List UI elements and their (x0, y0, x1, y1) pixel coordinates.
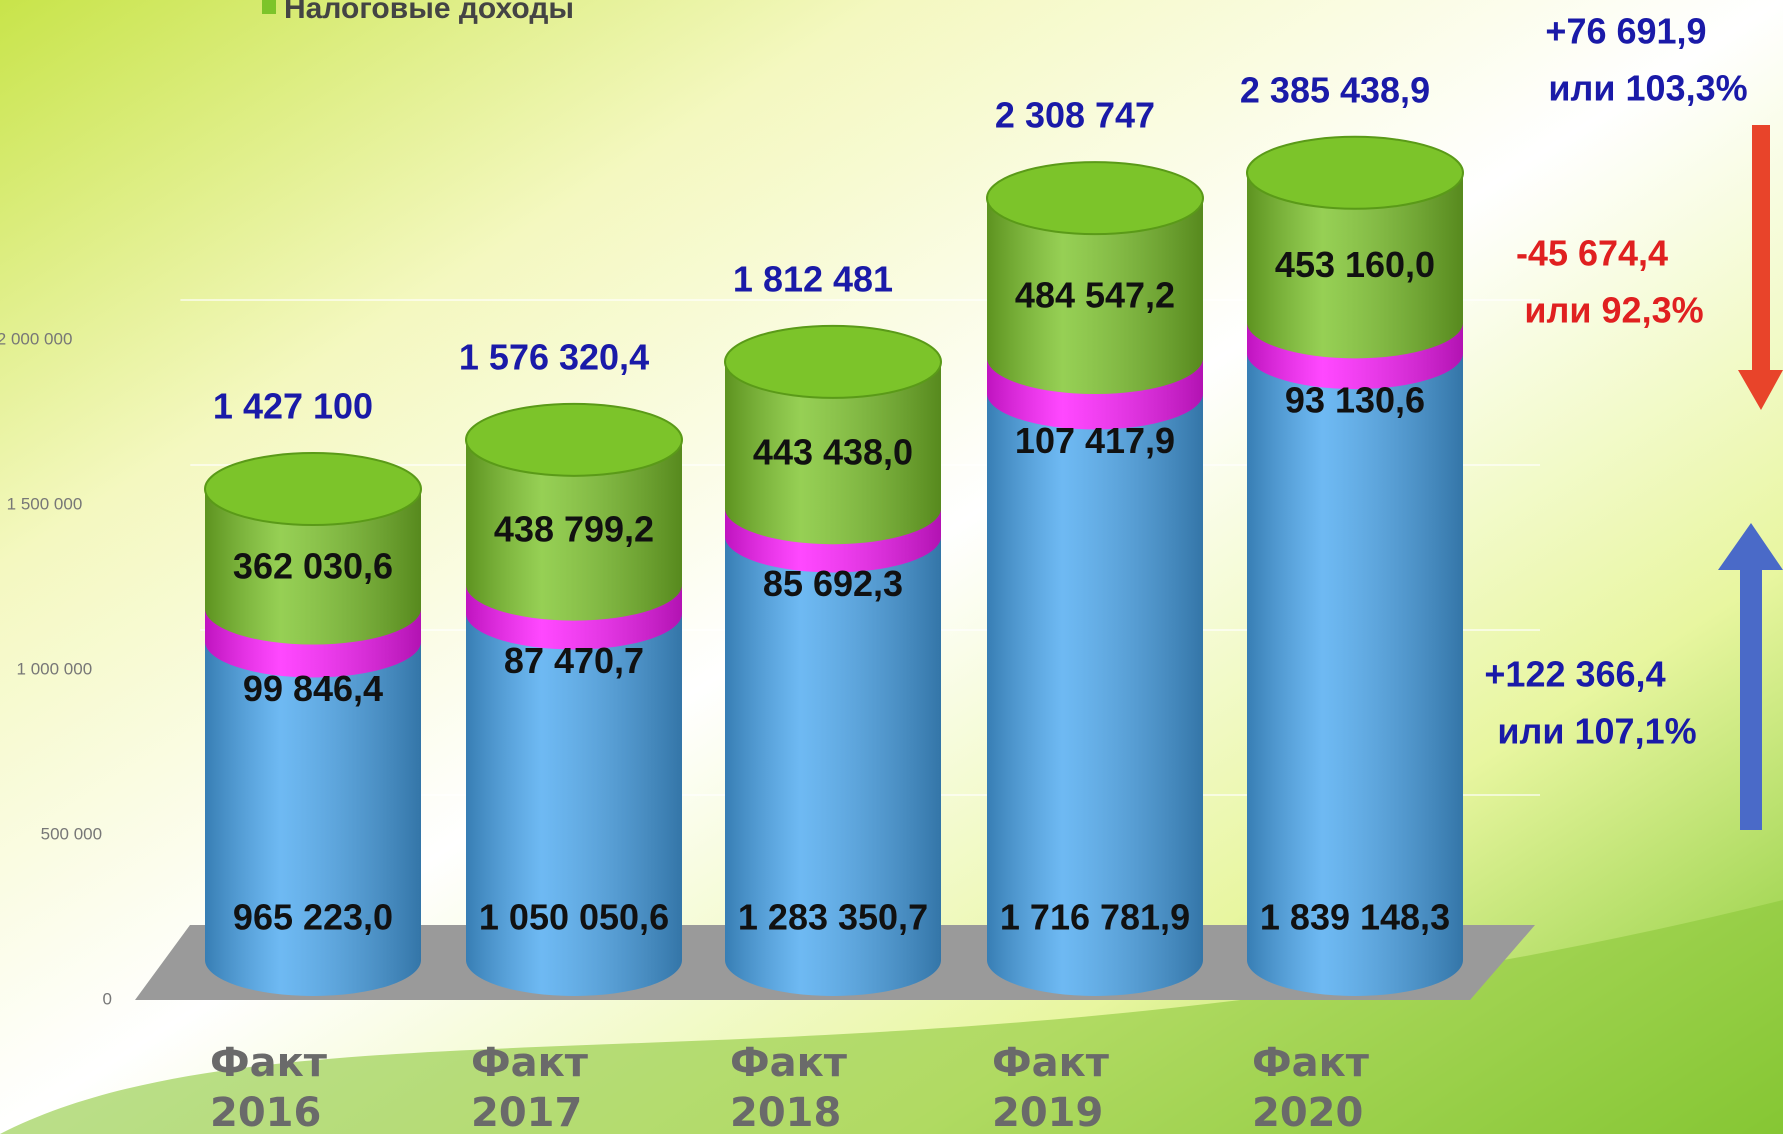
total-label: 1 576 320,4 (459, 336, 649, 377)
y-tick-label: 500 000 (41, 824, 102, 843)
value-label: 1 839 148,3 (1260, 897, 1450, 938)
value-label: 438 799,2 (494, 509, 654, 550)
value-label: 1 050 050,6 (479, 897, 669, 938)
arrow-up (1718, 523, 1783, 830)
annotation: +76 691,9 (1545, 11, 1706, 52)
x-tick-label: Факт 2016 (210, 1040, 327, 1136)
total-label: 1 427 100 (213, 386, 373, 427)
total-label: 2 385 438,9 (1240, 69, 1430, 110)
y-tick-label: 0 (103, 989, 112, 1008)
cylinder-cap (724, 324, 942, 399)
cylinder-cap (465, 402, 683, 477)
total-label: 2 308 747 (995, 95, 1155, 136)
x-tick-label: Факт 2019 (992, 1040, 1109, 1136)
total-label: 1 812 481 (733, 258, 893, 299)
cylinder-shade (1247, 317, 1463, 996)
annotation: или 107,1% (1497, 711, 1696, 752)
y-tick-label: 1 500 000 (7, 494, 83, 513)
value-label: 453 160,0 (1275, 244, 1435, 285)
value-label: 1 283 350,7 (738, 897, 928, 938)
cylinder-shade (466, 577, 682, 996)
cylinder-shade (987, 357, 1203, 996)
y-tick-label: 1 000 000 (17, 659, 93, 678)
x-tick-label: Факт 2017 (471, 1040, 588, 1136)
value-label: 107 417,9 (1015, 420, 1175, 461)
background-wave (0, 900, 1783, 1134)
x-tick-label: Факт 2020 (1252, 1040, 1369, 1136)
value-label: 362 030,6 (233, 545, 393, 586)
legend-swatch (262, 0, 276, 14)
value-label: 1 716 781,9 (1000, 897, 1190, 938)
value-label: 93 130,6 (1285, 380, 1425, 421)
annotation: -45 674,4 (1516, 233, 1668, 274)
value-label: 87 470,7 (504, 640, 644, 681)
value-label: 443 438,0 (753, 432, 913, 473)
cylinder-shade (725, 500, 941, 996)
y-tick-label: 2 000 000 (0, 329, 72, 348)
x-tick-label: Факт 2018 (730, 1040, 847, 1136)
value-label: 99 846,4 (243, 668, 383, 709)
arrow-down (1738, 125, 1783, 410)
annotation: или 92,3% (1524, 290, 1703, 331)
value-label: 85 692,3 (763, 563, 903, 604)
cylinder-cap (986, 161, 1204, 236)
annotation: +122 366,4 (1484, 654, 1665, 695)
cylinder-cap (1246, 135, 1464, 210)
value-label: 484 547,2 (1015, 275, 1175, 316)
cylinder-shade (205, 605, 421, 996)
cylinder-cap (204, 452, 422, 527)
value-label: 965 223,0 (233, 897, 393, 938)
annotation: или 103,3% (1548, 68, 1747, 109)
legend-label: Налоговые доходы (284, 0, 574, 25)
